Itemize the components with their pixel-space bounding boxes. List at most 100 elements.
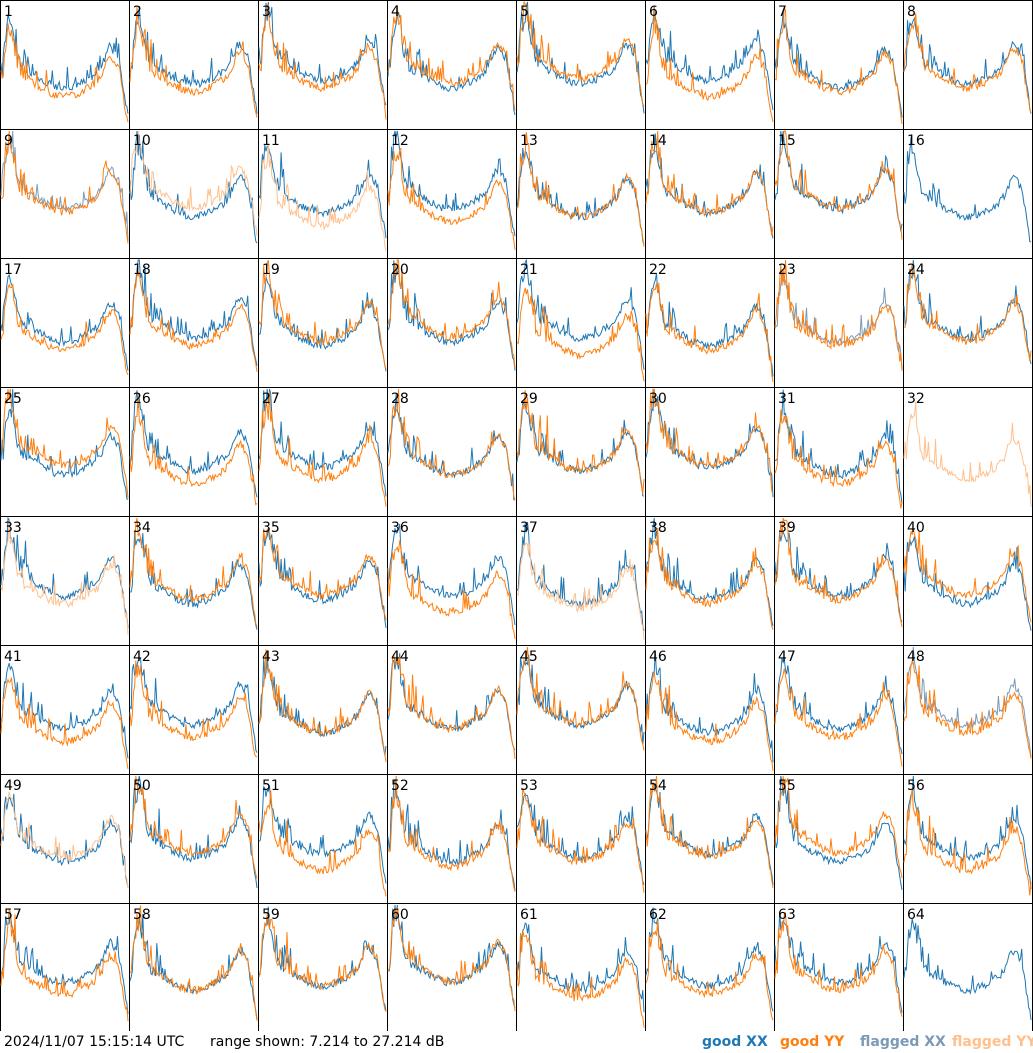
good-yy-line [645, 527, 774, 630]
good-yy-line [258, 391, 387, 507]
footer: 2024/11/07 15:15:14 UTC range shown: 7.2… [0, 1031, 1033, 1053]
panel-31: 31 [774, 387, 904, 517]
good-xx-line [258, 276, 387, 372]
good-xx-line [387, 260, 516, 371]
panel-27: 27 [258, 387, 388, 517]
panel-24: 24 [903, 258, 1033, 388]
good-yy-line [774, 668, 903, 767]
good-xx-line [0, 663, 129, 759]
good-yy-line [516, 788, 645, 893]
panel-label: 62 [649, 907, 667, 923]
panel-2: 2 [129, 0, 259, 130]
good-yy-line [0, 23, 129, 123]
panel-label: 9 [4, 133, 13, 149]
panel-label: 2 [133, 4, 142, 20]
panel-58: 58 [129, 903, 259, 1031]
panel-64: 64 [903, 903, 1033, 1031]
panel-62: 62 [645, 903, 775, 1031]
good-xx-line [129, 913, 258, 1020]
panel-label: 32 [907, 391, 925, 407]
good-yy-line [903, 660, 1032, 759]
panel-label: 59 [262, 907, 280, 923]
good-xx-line [516, 258, 645, 370]
panel-45: 45 [516, 645, 646, 775]
panel-label: 13 [520, 133, 538, 149]
panel-label: 30 [649, 391, 667, 407]
panel-49: 49 [0, 774, 130, 904]
good-xx-line [129, 530, 258, 630]
panel-18: 18 [129, 258, 259, 388]
good-xx-line [903, 918, 1032, 1020]
panel-frame [903, 0, 1033, 130]
good-yy-line [387, 4, 516, 111]
good-xx-line [387, 779, 516, 891]
good-xx-line [903, 16, 1032, 114]
good-yy-line [645, 282, 774, 383]
panel-23: 23 [774, 258, 904, 388]
panel-33: 33 [0, 516, 130, 646]
good-yy-line [129, 271, 258, 372]
panel-label: 11 [262, 133, 280, 149]
panel-label: 58 [133, 907, 151, 923]
panel-43: 43 [258, 645, 388, 775]
good-xx-line [129, 259, 258, 366]
range-text: range shown: 7.214 to 27.214 dB [210, 1034, 445, 1050]
good-xx-line [645, 783, 774, 885]
panel-10: 10 [129, 129, 259, 259]
panel-5: 5 [516, 0, 646, 130]
good-yy-line [516, 0, 645, 107]
panel-46: 46 [645, 645, 775, 775]
panel-label: 22 [649, 262, 667, 278]
panel-60: 60 [387, 903, 517, 1031]
panel-38: 38 [645, 516, 775, 646]
good-yy-line [774, 517, 903, 628]
good-yy-line [903, 264, 1032, 362]
panel-label: 6 [649, 4, 658, 20]
panel-25: 25 [0, 387, 130, 517]
good-yy-line [0, 388, 129, 498]
flagged-yy-line [903, 401, 1032, 508]
good-yy-line [645, 920, 774, 1021]
panel-19: 19 [258, 258, 388, 388]
panel-frame [387, 0, 517, 130]
panel-label: 34 [133, 520, 151, 536]
good-xx-line [0, 388, 129, 501]
good-xx-line [387, 393, 516, 501]
panel-12: 12 [387, 129, 517, 259]
good-yy-line [258, 4, 387, 120]
panel-4: 4 [387, 0, 517, 130]
panel-label: 27 [262, 391, 280, 407]
good-xx-line [0, 793, 129, 888]
panel-63: 63 [774, 903, 904, 1031]
good-yy-line [516, 132, 645, 247]
good-yy-line [516, 930, 645, 1028]
flagged-yy-line [129, 130, 258, 236]
legend-flagged-yy: flagged YY [952, 1034, 1033, 1050]
panel-34: 34 [129, 516, 259, 646]
good-yy-line [516, 646, 645, 751]
flagged-yy-line [516, 542, 645, 640]
good-xx-line [774, 130, 903, 232]
panel-frame [774, 0, 904, 130]
panel-8: 8 [903, 0, 1033, 130]
good-yy-line [387, 775, 516, 892]
flagged-yy-line [258, 143, 387, 251]
good-yy-line [258, 913, 387, 1012]
good-yy-line [645, 130, 774, 236]
good-yy-line [0, 283, 129, 376]
panel-55: 55 [774, 774, 904, 904]
panel-label: 60 [391, 907, 409, 923]
panel-56: 56 [903, 774, 1033, 904]
good-yy-line [774, 911, 903, 1017]
panel-61: 61 [516, 903, 646, 1031]
panel-label: 41 [4, 649, 22, 665]
panel-label: 61 [520, 907, 538, 923]
panel-28: 28 [387, 387, 517, 517]
panel-label: 15 [778, 133, 796, 149]
panel-label: 45 [520, 649, 538, 665]
good-xx-line [903, 536, 1032, 631]
panel-label: 20 [391, 262, 409, 278]
panel-label: 54 [649, 778, 667, 794]
good-yy-line [903, 788, 1032, 896]
legend-good-yy: good YY [780, 1034, 845, 1050]
